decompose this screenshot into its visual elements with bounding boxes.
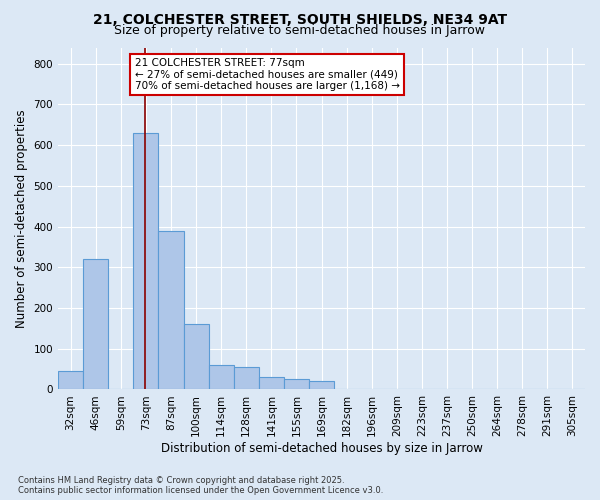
Bar — [284, 380, 309, 390]
X-axis label: Distribution of semi-detached houses by size in Jarrow: Distribution of semi-detached houses by … — [161, 442, 482, 455]
Text: 21 COLCHESTER STREET: 77sqm
← 27% of semi-detached houses are smaller (449)
70% : 21 COLCHESTER STREET: 77sqm ← 27% of sem… — [134, 58, 400, 91]
Bar — [233, 367, 259, 390]
Bar — [83, 259, 108, 390]
Bar — [309, 382, 334, 390]
Bar — [158, 230, 184, 390]
Bar — [209, 365, 233, 390]
Text: Contains HM Land Registry data © Crown copyright and database right 2025.
Contai: Contains HM Land Registry data © Crown c… — [18, 476, 383, 495]
Text: Size of property relative to semi-detached houses in Jarrow: Size of property relative to semi-detach… — [115, 24, 485, 37]
Bar — [259, 377, 284, 390]
Y-axis label: Number of semi-detached properties: Number of semi-detached properties — [15, 109, 28, 328]
Bar — [184, 324, 209, 390]
Bar — [133, 133, 158, 390]
Text: 21, COLCHESTER STREET, SOUTH SHIELDS, NE34 9AT: 21, COLCHESTER STREET, SOUTH SHIELDS, NE… — [93, 12, 507, 26]
Bar — [58, 371, 83, 390]
